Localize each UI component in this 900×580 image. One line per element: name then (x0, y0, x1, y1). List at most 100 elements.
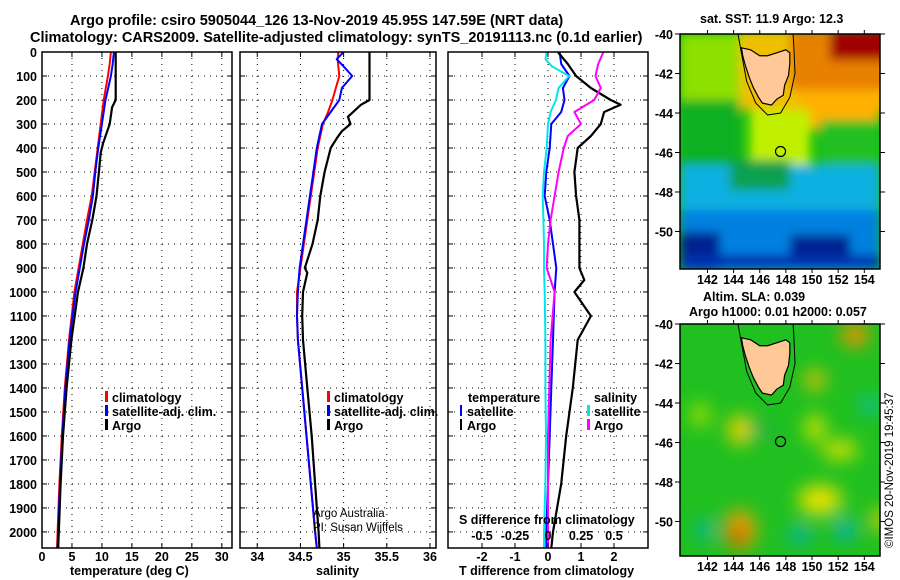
x-tick-label: 30 (215, 550, 229, 564)
legend-climatology: climatology (112, 391, 182, 405)
series-line-argo (57, 52, 117, 548)
panel-frame (447, 51, 649, 549)
lat-tick-label: -44 (655, 107, 673, 121)
legend-swatch-climatology (327, 391, 330, 402)
lat-tick-label: -46 (655, 146, 673, 160)
s-tick-label: -0.25 (501, 529, 530, 543)
sla-map-subtitle: Argo h1000: 0.01 h2000: 0.057 (689, 305, 867, 319)
depth-tick-label: 2000 (9, 526, 37, 540)
x-tick-label: 2 (611, 550, 618, 564)
s-tick-label: -0.5 (471, 529, 493, 543)
depth-tick-label: 0 (30, 46, 37, 60)
depth-tick-label: 800 (16, 238, 37, 252)
x-tick-label: 35.5 (375, 550, 399, 564)
x-tick-label: 15 (125, 550, 139, 564)
temperature-panel (42, 52, 232, 548)
lon-tick-label: 144 (723, 273, 744, 287)
lat-tick-label: -42 (655, 357, 673, 371)
x-tick-label: -2 (476, 550, 487, 564)
lat-tick-label: -42 (655, 67, 673, 81)
lon-tick-label: 152 (828, 560, 849, 574)
argo-float-marker (774, 435, 787, 448)
x-tick-label: 0 (39, 550, 46, 564)
lon-tick-label: 150 (802, 560, 823, 574)
lon-tick-label: 152 (828, 273, 849, 287)
depth-tick-label: 400 (16, 142, 37, 156)
title-line-1: Argo profile: csiro 5905044_126 13-Nov-2… (70, 13, 563, 29)
depth-tick-label: 1000 (9, 286, 37, 300)
lon-tick-label: 148 (775, 273, 796, 287)
legend-t-argo: Argo (467, 419, 497, 433)
lat-tick-label: -50 (655, 515, 673, 529)
x-tick-label: 0 (545, 550, 552, 564)
legend-swatch-t-satellite (460, 405, 462, 416)
argo-float-marker (774, 145, 787, 158)
sla-map-title: Altim. SLA: 0.039 (703, 290, 805, 304)
legend-satellite: satellite-adj. clim. (112, 405, 216, 419)
x-tick-label: 1 (578, 550, 585, 564)
panel-frame (239, 51, 437, 549)
series-line-argo (301, 52, 371, 548)
depth-tick-label: 300 (16, 118, 37, 132)
legend-argo: Argo (334, 419, 364, 433)
panel-frame (41, 51, 233, 549)
tasmania-landmass (737, 324, 796, 406)
sst-map (680, 34, 880, 269)
legend-satellite: satellite-adj. clim. (334, 405, 438, 419)
depth-tick-label: 600 (16, 190, 37, 204)
x-tick-label: -1 (509, 550, 520, 564)
sst-map-ticks: -40 -42 -44 -46 -48 -50 142 144 146 148 150 152 154 (655, 28, 885, 287)
legend-climatology: climatology (334, 391, 404, 405)
series-line-climatology (56, 52, 112, 548)
temperature-xlabel: temperature (deg C) (70, 564, 189, 578)
x-tick-label: 10 (95, 550, 109, 564)
x-tick-label: 25 (185, 550, 199, 564)
profile-axes: 0 5 10 15 20 25 30 34 34.5 35 35.5 36 -2 -1 0 1 2 -0.5 -0.… (9, 46, 649, 564)
legend-swatch-s-argo (587, 419, 590, 430)
tasmania-coast (740, 337, 791, 396)
series-line-temperature-satellite (543, 52, 571, 548)
depth-tick-label: 1600 (9, 430, 37, 444)
tasmania-coast (740, 47, 791, 106)
depth-tick-label: 1700 (9, 454, 37, 468)
salinity-panel (240, 52, 436, 548)
legend-swatch-argo (327, 419, 330, 430)
shelf-contour (737, 324, 796, 406)
sst-map-title: sat. SST: 11.9 Argo: 12.3 (700, 12, 843, 26)
difference-legend: temperature satellite Argo salinity sate… (460, 391, 641, 433)
depth-tick-label: 500 (16, 166, 37, 180)
lon-tick-label: 148 (775, 560, 796, 574)
legend-swatch-satellite (327, 405, 330, 416)
lat-tick-label: -50 (655, 225, 673, 239)
lon-tick-label: 146 (749, 560, 770, 574)
depth-tick-label: 1100 (10, 310, 37, 324)
depth-tick-label: 1800 (9, 478, 37, 492)
x-tick-label: 35 (337, 550, 351, 564)
credit-line-1: Argo Australia (313, 508, 385, 520)
difference-panel (448, 52, 648, 548)
s-tick-label: 0.5 (605, 529, 622, 543)
series-line-salinity-satellite (541, 52, 571, 548)
legend-title-salinity: salinity (594, 391, 637, 405)
legend-title-temperature: temperature (468, 391, 540, 405)
depth-tick-label: 200 (16, 94, 37, 108)
series-line-salinity-argo (545, 52, 605, 548)
s-tick-label: 0 (545, 529, 552, 543)
lat-tick-label: -44 (655, 397, 673, 411)
sdiff-xlabel: S difference from climatology (459, 513, 635, 527)
lat-tick-label: -40 (655, 28, 673, 42)
temperature-legend: climatology satellite-adj. clim. Argo (105, 391, 216, 433)
lon-tick-label: 154 (854, 560, 875, 574)
lat-tick-label: -40 (655, 318, 673, 332)
x-tick-label: 34 (250, 550, 264, 564)
series-line-satellite-adj-clim- (56, 52, 115, 548)
lon-tick-label: 150 (802, 273, 823, 287)
x-tick-label: 34.5 (288, 550, 312, 564)
depth-tick-label: 100 (16, 70, 37, 84)
sla-map-ticks: -40 -42 -44 -46 -48 -50 142 144 146 148 150 152 154 (655, 318, 885, 574)
depth-tick-label: 700 (16, 214, 37, 228)
lon-tick-label: 144 (723, 560, 744, 574)
series-line-satellite-adj-clim- (296, 52, 354, 548)
lat-tick-label: -46 (655, 436, 673, 450)
